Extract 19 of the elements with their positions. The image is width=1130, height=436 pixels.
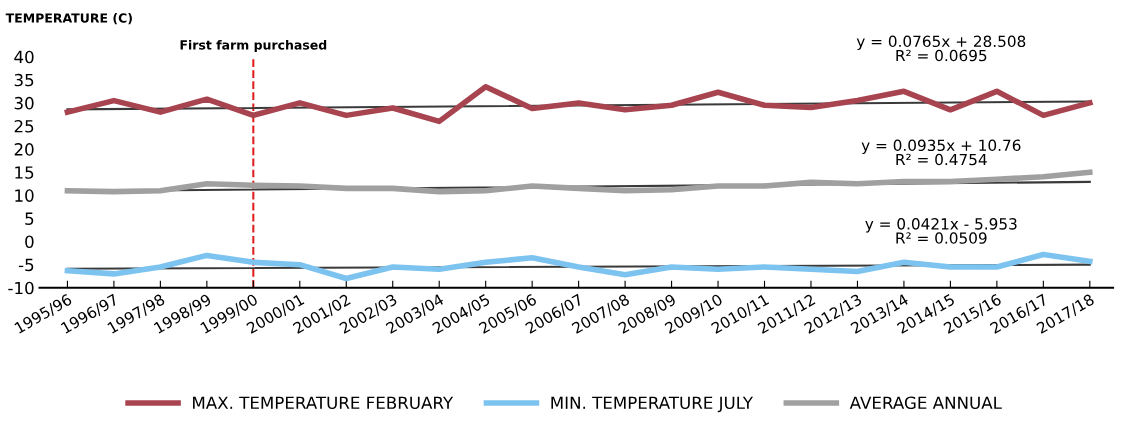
y-tick-label: 0 bbox=[25, 235, 34, 249]
y-tick-label: -10 bbox=[8, 281, 34, 295]
y-tick-label: 30 bbox=[14, 96, 34, 110]
legend-label: MIN. TEMPERATURE JULY bbox=[551, 396, 754, 413]
y-tick-label: 20 bbox=[14, 143, 34, 156]
y-tick-label: 40 bbox=[14, 50, 34, 64]
annotation: y = 0.0935x + 10.76 R² = 0.4754 bbox=[861, 139, 1021, 166]
legend-label: AVERAGE ANNUAL bbox=[849, 396, 1002, 410]
annotation: y = 0.0765x + 28.508 R² = 0.0695 bbox=[856, 35, 1026, 62]
y-tick-label: 5 bbox=[25, 212, 34, 225]
y-tick-label: 25 bbox=[14, 119, 34, 133]
ref-line-label: First farm purchased bbox=[180, 39, 327, 53]
y-axis-title: TEMPERATURE (C) bbox=[5, 13, 132, 25]
y-tick-label: 10 bbox=[15, 189, 34, 202]
legend-label: MAX. TEMPERATURE FEBRUARY bbox=[193, 396, 454, 410]
y-tick-label: 35 bbox=[14, 73, 34, 87]
annotation: y = 0.0421x - 5.953 R² = 0.0509 bbox=[865, 218, 1017, 244]
y-tick-label: 15 bbox=[15, 166, 34, 179]
y-tick-label: -5 bbox=[18, 258, 34, 272]
